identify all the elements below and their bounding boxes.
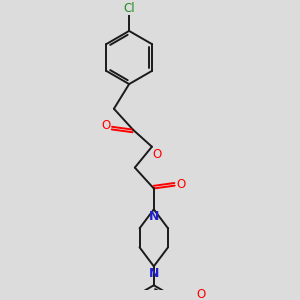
Text: O: O: [196, 288, 205, 300]
Text: O: O: [153, 148, 162, 161]
Text: N: N: [148, 210, 159, 223]
Text: O: O: [177, 178, 186, 191]
Text: N: N: [148, 267, 159, 280]
Text: Cl: Cl: [123, 2, 135, 15]
Text: O: O: [101, 119, 110, 132]
